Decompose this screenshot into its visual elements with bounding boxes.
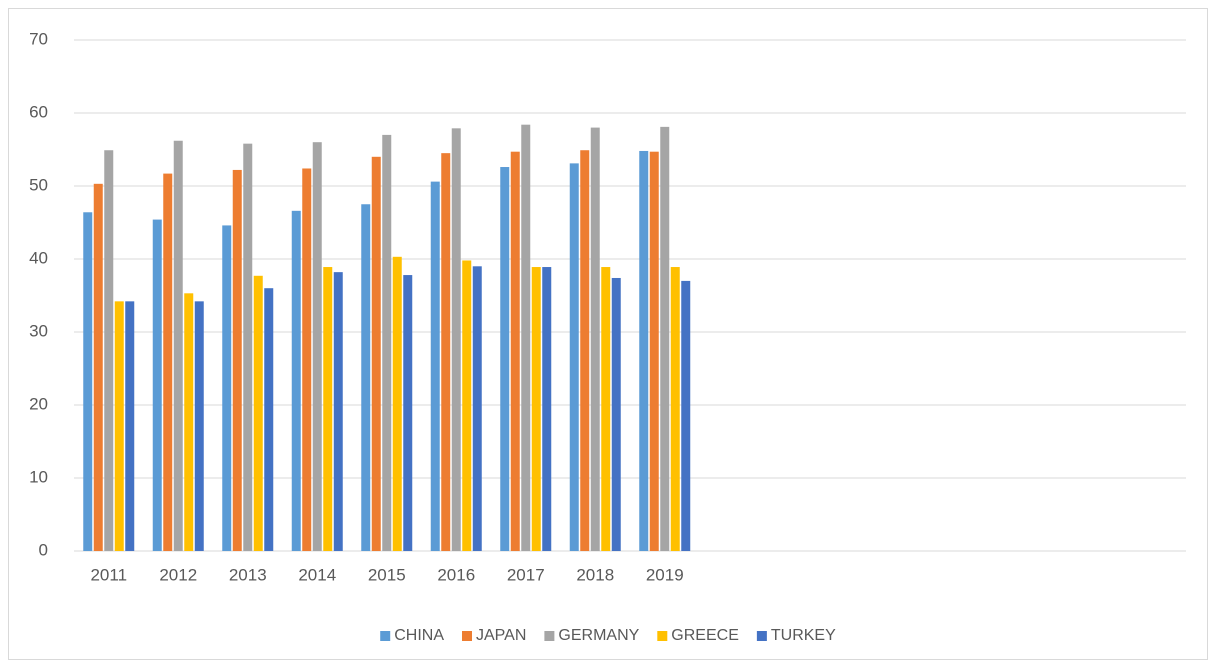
- y-tick-label: 50: [29, 175, 48, 194]
- x-tick-label: 2014: [298, 565, 336, 584]
- bar: [163, 173, 173, 551]
- legend-swatch: [462, 631, 472, 641]
- bar: [521, 124, 531, 552]
- bar: [601, 267, 611, 551]
- y-tick-label: 70: [29, 29, 48, 48]
- bar: [361, 204, 371, 551]
- y-tick-label: 60: [29, 102, 48, 121]
- legend-swatch: [380, 631, 391, 641]
- bar: [451, 128, 461, 551]
- legend-label: TURKEY: [771, 627, 836, 644]
- legend-label: GREECE: [671, 627, 739, 644]
- y-tick-label: 10: [29, 467, 48, 486]
- bar: [333, 272, 343, 551]
- bar: [253, 275, 263, 551]
- bar: [83, 212, 93, 551]
- bar: [264, 288, 274, 551]
- legend-swatch: [544, 631, 555, 641]
- x-tick-label: 2019: [646, 565, 684, 584]
- bar: [93, 183, 103, 551]
- bar: [194, 301, 204, 551]
- bar: [152, 219, 162, 551]
- bar: [430, 181, 440, 551]
- legend-item: CHINA: [380, 627, 444, 644]
- legend-label: CHINA: [394, 627, 444, 644]
- bar: [232, 169, 242, 551]
- bar: [649, 151, 659, 551]
- bar: [611, 277, 621, 551]
- x-tick-label: 2015: [368, 565, 406, 584]
- bar: [441, 153, 451, 551]
- bar: [302, 168, 312, 552]
- bar: [510, 151, 520, 551]
- legend-item: GREECE: [657, 627, 739, 644]
- bar: [291, 210, 301, 551]
- y-tick-label: 0: [39, 540, 48, 559]
- bar: [542, 267, 552, 551]
- bar: [670, 267, 680, 551]
- bar: [104, 150, 114, 552]
- bar: [323, 267, 333, 551]
- bar: [462, 260, 472, 551]
- x-tick-label: 2016: [437, 565, 475, 584]
- bar: [382, 134, 392, 551]
- bar: [639, 150, 649, 551]
- bar: [472, 266, 482, 551]
- y-tick-label: 30: [29, 321, 48, 340]
- legend-label: GERMANY: [558, 627, 639, 644]
- bar: [500, 167, 510, 551]
- legend-item: JAPAN: [462, 627, 526, 644]
- bar: [125, 301, 135, 551]
- bar: [222, 225, 232, 552]
- bar: [114, 301, 124, 551]
- bar: [403, 275, 413, 551]
- legend-item: TURKEY: [756, 627, 836, 644]
- x-tick-label: 2013: [229, 565, 267, 584]
- bar: [184, 293, 194, 551]
- bar: [660, 126, 670, 552]
- bar: [681, 280, 691, 551]
- x-tick-label: 2012: [159, 565, 197, 584]
- bar: [312, 142, 322, 551]
- x-tick-label: 2011: [90, 565, 127, 584]
- bar: [243, 143, 253, 551]
- x-tick-label: 2017: [507, 565, 545, 584]
- x-tick-label: 2018: [576, 565, 614, 584]
- legend-item: GERMANY: [544, 627, 640, 644]
- y-tick-label: 20: [29, 394, 48, 413]
- bar: [392, 256, 402, 551]
- legend-swatch: [756, 631, 767, 641]
- legend-label: JAPAN: [476, 627, 526, 644]
- bar: [173, 140, 183, 552]
- bar: [590, 127, 600, 551]
- bar: [569, 163, 579, 551]
- bar: [371, 156, 381, 552]
- bar: [531, 267, 541, 551]
- y-tick-label: 40: [29, 248, 48, 267]
- legend-swatch: [657, 631, 668, 641]
- bar: [580, 150, 590, 552]
